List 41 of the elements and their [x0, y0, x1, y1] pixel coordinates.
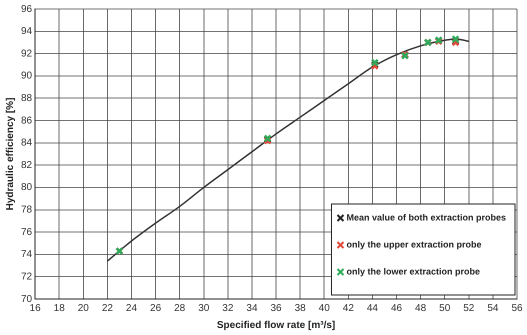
- y-tick-label: 84: [21, 138, 33, 149]
- x-tick-label: 30: [198, 302, 210, 314]
- x-tick-label: 24: [126, 302, 138, 314]
- y-tick-label: 74: [21, 249, 33, 260]
- y-tick-label: 82: [21, 160, 33, 171]
- y-tick-label: 92: [21, 48, 33, 60]
- x-axis-title: Specified flow rate [m³/s]: [216, 320, 336, 331]
- legend-label: only the lower extraction probe: [346, 266, 480, 276]
- x-tick-label: 46: [390, 302, 403, 314]
- x-tick-label: 38: [294, 302, 306, 314]
- x-tick-label: 32: [222, 302, 234, 314]
- legend-label: only the upper extraction probe: [346, 239, 482, 250]
- y-tick-label: 70: [21, 294, 33, 305]
- y-tick-label: 72: [21, 271, 33, 282]
- x-tick-label: 26: [150, 302, 162, 314]
- legend-label: Mean value of both extraction probes: [346, 212, 506, 222]
- x-tick-label: 16: [30, 302, 42, 314]
- x-tick-label: 28: [174, 302, 186, 314]
- y-tick-label: 88: [21, 92, 33, 104]
- y-tick-label: 76: [21, 226, 33, 238]
- x-tick-label: 54: [487, 302, 499, 314]
- x-tick-label: 40: [318, 302, 330, 314]
- x-tick-label: 44: [366, 302, 378, 314]
- y-axis-title: Hydraulic efficiency [%]: [4, 98, 16, 210]
- y-tick-label: 86: [21, 115, 33, 126]
- x-tick-label: 18: [54, 302, 66, 314]
- point: [370, 58, 379, 67]
- x-tick-label: 22: [102, 302, 114, 314]
- x-tick-label: 52: [463, 302, 475, 314]
- y-tick-label: 90: [21, 70, 33, 82]
- x-tick-label: 50: [439, 302, 451, 314]
- y-tick-label: 96: [21, 4, 33, 15]
- x-tick-label: 48: [415, 302, 427, 314]
- x-tick-label: 20: [78, 302, 90, 314]
- y-tick-label: 94: [21, 26, 33, 38]
- y-tick-label: 80: [21, 182, 33, 194]
- x-tick-label: 34: [246, 302, 258, 314]
- x-tick-label: 36: [270, 302, 282, 314]
- y-tick-label: 78: [21, 204, 33, 216]
- x-tick-label: 56: [511, 302, 523, 314]
- x-tick-label: 42: [342, 302, 354, 314]
